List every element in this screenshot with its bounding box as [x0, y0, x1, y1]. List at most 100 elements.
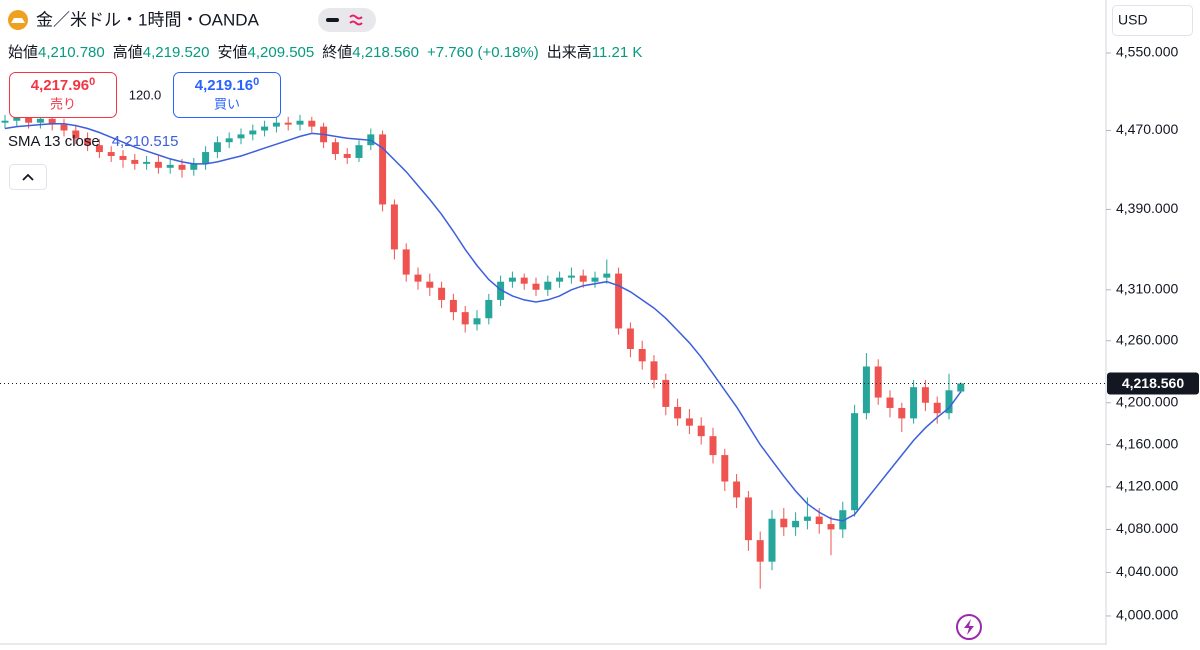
sell-price-main: 4,217.96: [31, 77, 89, 94]
candle-body: [851, 413, 859, 511]
candle-body: [84, 138, 92, 146]
candle-body: [685, 418, 693, 426]
spread: 120.0: [129, 87, 162, 102]
y-tick-label: 4,160.000: [1116, 435, 1178, 451]
candle-body: [497, 281, 505, 300]
candle-body: [343, 154, 351, 158]
candle-body: [945, 390, 953, 414]
ohlc-label: 終値: [322, 44, 352, 61]
status-icon: [326, 18, 339, 22]
collapse-icon: [22, 173, 34, 181]
symbol-icon-shape: [11, 18, 25, 23]
ohlc-value: 4,218.560: [352, 44, 419, 61]
candle-body: [449, 299, 457, 313]
candle-body: [567, 275, 575, 278]
y-tick-label: 4,040.000: [1116, 563, 1178, 579]
candle-body: [768, 518, 776, 562]
candle-body: [674, 406, 682, 419]
candle-body: [815, 516, 823, 525]
volume: 11.21 K: [592, 44, 643, 61]
candle-body: [438, 287, 446, 300]
sell-price-small: 0: [89, 76, 95, 88]
candle-body: [827, 524, 835, 530]
candle-body: [615, 273, 623, 329]
legend-value: 4,210.515: [112, 133, 179, 150]
buy-button[interactable]: [173, 72, 281, 118]
y-tick-label: 4,120.000: [1116, 477, 1178, 493]
ohlc-label: 安値: [218, 44, 248, 61]
candle-body: [190, 163, 198, 170]
candle-body: [862, 366, 870, 414]
candle-body: [249, 130, 257, 135]
sell-button[interactable]: [9, 72, 117, 118]
candle-body: [178, 164, 186, 170]
candle-body: [579, 275, 587, 282]
y-tick-label: 4,550.000: [1116, 44, 1178, 60]
candle-body: [957, 383, 965, 392]
ohlc-value: 4,209.505: [248, 44, 315, 61]
candle-body: [143, 161, 151, 164]
buy-price: 4,219.160: [195, 76, 260, 94]
candle-body: [556, 277, 564, 282]
candle-body: [898, 407, 906, 419]
candle-body: [780, 518, 788, 528]
change: +7.760 (+0.18%): [427, 44, 539, 61]
last-price-label: 4,218.560: [1122, 375, 1184, 391]
currency: USD: [1118, 12, 1148, 28]
sell-label: 売り: [50, 96, 76, 111]
candle-body: [532, 283, 540, 290]
candle-body: [154, 161, 162, 168]
y-tick-label: 4,260.000: [1116, 331, 1178, 347]
candle-body: [284, 122, 292, 125]
candle-body: [402, 249, 410, 275]
candle-body: [756, 540, 764, 562]
candle-body: [697, 425, 705, 437]
candle-body: [485, 299, 493, 319]
candle-body: [874, 366, 882, 398]
plot: [1, 110, 965, 589]
candle-body: [237, 134, 245, 139]
symbol-title: 金／米ドル・1時間・OANDA: [36, 10, 260, 29]
candle-body: [225, 138, 233, 143]
candle-body: [25, 116, 33, 123]
candle-body: [473, 318, 481, 325]
y-tick-label: 4,390.000: [1116, 200, 1178, 216]
candle-body: [520, 277, 528, 284]
candle-body: [910, 387, 918, 419]
candle-body: [803, 516, 811, 521]
status-pill[interactable]: [318, 8, 376, 32]
candle-body: [508, 277, 516, 282]
volume-label: 出来高: [547, 44, 592, 61]
candle-body: [662, 379, 670, 407]
candle-body: [119, 155, 127, 160]
candle-body: [296, 120, 304, 125]
candle-body: [721, 455, 729, 482]
candle-body: [414, 274, 422, 282]
sell-price: 4,217.960: [31, 76, 96, 94]
candle-body: [839, 510, 847, 530]
sma-line: [4, 122, 962, 522]
candle-body: [461, 312, 469, 325]
buy-label: 買い: [214, 96, 240, 111]
candle-body: [166, 164, 174, 168]
candle-body: [792, 520, 800, 528]
candle-body: [591, 277, 599, 282]
candle-body: [36, 118, 44, 123]
candle-body: [379, 134, 387, 205]
candle-body: [603, 273, 611, 278]
candle-body: [72, 130, 80, 139]
y-tick-label: 4,200.000: [1116, 393, 1178, 409]
candle-body: [261, 126, 269, 131]
candle-body: [626, 328, 634, 349]
candle-body: [544, 281, 552, 290]
collapse-button[interactable]: [9, 164, 47, 190]
legend-name: SMA 13 close: [8, 133, 100, 150]
candle-body: [886, 397, 894, 408]
ohlc-value: 4,219.520: [143, 44, 210, 61]
currency-button[interactable]: [1112, 5, 1193, 36]
candle-body: [1, 120, 9, 123]
candle-body: [638, 348, 646, 362]
buy-price-small: 0: [253, 76, 259, 88]
